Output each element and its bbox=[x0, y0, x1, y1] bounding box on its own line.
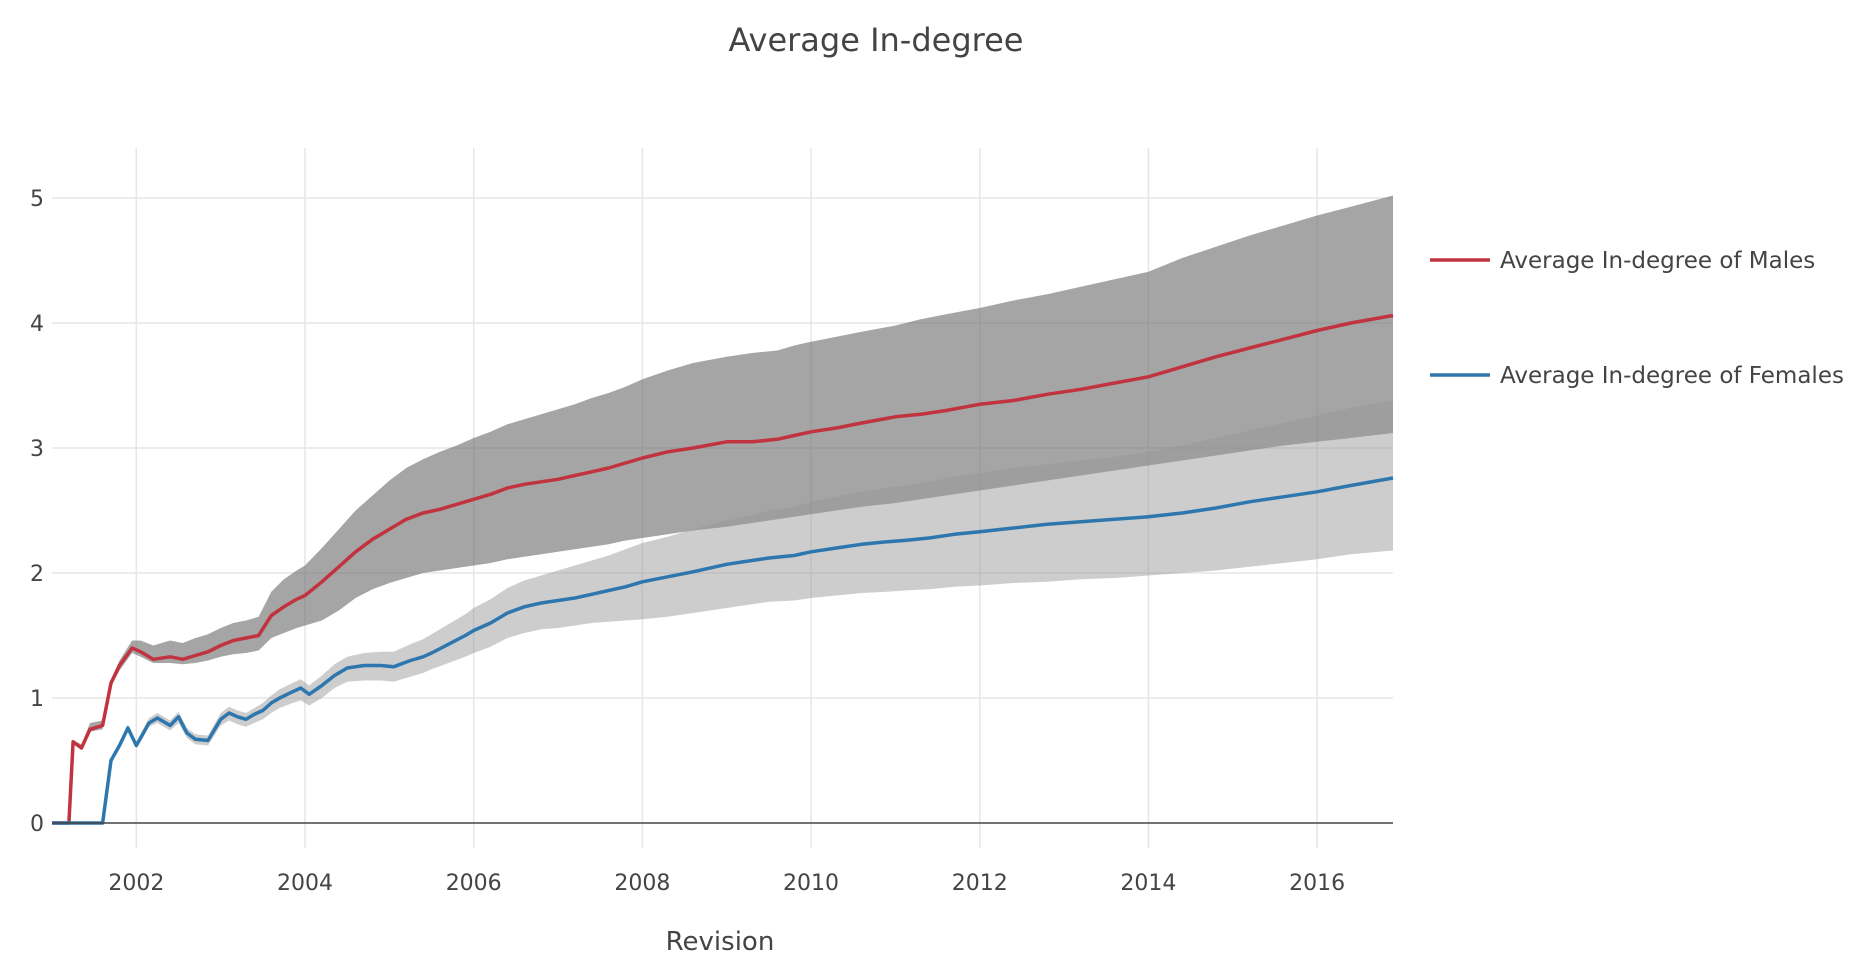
x-tick-label-2012: 2012 bbox=[952, 871, 1008, 896]
legend[interactable]: Average In-degree of Males Average In-deg… bbox=[1430, 248, 1844, 389]
y-tick-label-2: 2 bbox=[30, 562, 44, 587]
line-layer bbox=[52, 313, 1394, 825]
x-tick-label-2016: 2016 bbox=[1289, 871, 1345, 896]
y-tick-label-1: 1 bbox=[30, 687, 44, 712]
x-tick-label-2004: 2004 bbox=[277, 871, 333, 896]
y-tick-label-0: 0 bbox=[30, 812, 44, 837]
x-tick-label-2006: 2006 bbox=[446, 871, 502, 896]
band-layer bbox=[52, 195, 1393, 823]
x-tick-label-2014: 2014 bbox=[1120, 871, 1176, 896]
axis-layer: 2002 2004 2006 2008 2010 2012 2014 2016 0 1 2 3 4 5 bbox=[30, 187, 1393, 896]
legend-item-males[interactable]: Average In-degree of Males bbox=[1430, 248, 1815, 274]
series-line-males bbox=[52, 313, 1394, 825]
band-females bbox=[52, 400, 1393, 823]
band-males bbox=[52, 195, 1393, 823]
legend-item-females[interactable]: Average In-degree of Females bbox=[1430, 363, 1844, 389]
series-line-females bbox=[52, 476, 1394, 825]
y-tick-label-5: 5 bbox=[30, 187, 44, 212]
y-tick-label-4: 4 bbox=[30, 312, 44, 337]
legend-label-females: Average In-degree of Females bbox=[1500, 363, 1844, 389]
x-tick-label-2010: 2010 bbox=[783, 871, 839, 896]
x-tick-label-2008: 2008 bbox=[614, 871, 670, 896]
chart-title: Average In-degree bbox=[729, 21, 1024, 59]
x-tick-label-2002: 2002 bbox=[108, 871, 164, 896]
legend-label-males: Average In-degree of Males bbox=[1500, 248, 1815, 274]
x-axis-title: Revision bbox=[666, 927, 775, 957]
y-tick-label-3: 3 bbox=[30, 437, 44, 462]
